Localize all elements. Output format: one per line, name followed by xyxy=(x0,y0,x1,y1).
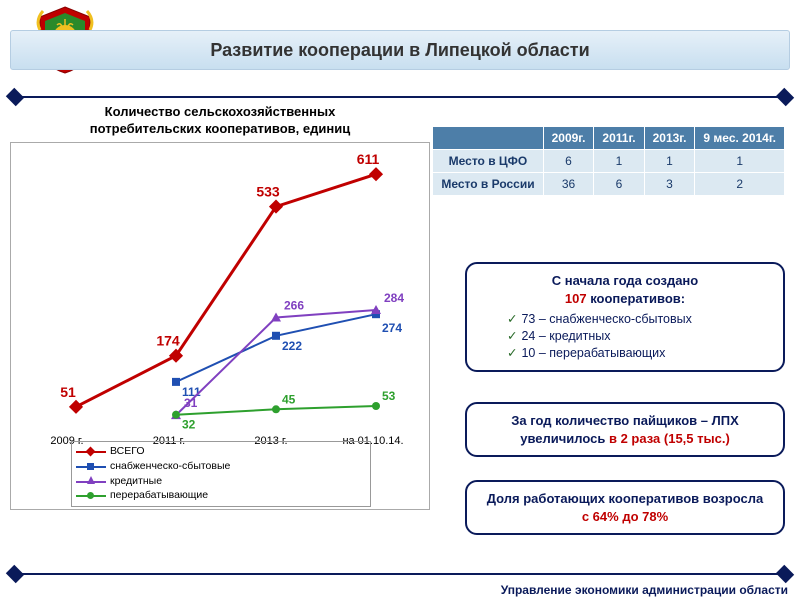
line-chart: 5117453361111122227431266284324553 2009 … xyxy=(10,142,430,510)
info-list: 73 – снабженческо-сбытовых24 – кредитных… xyxy=(477,311,773,362)
chart-legend: ВСЕГОснабженческо-сбытовыекредитныеперер… xyxy=(71,441,371,507)
svg-text:45: 45 xyxy=(282,392,296,406)
svg-text:32: 32 xyxy=(182,418,196,432)
chart-title: Количество сельскохозяйственных потребит… xyxy=(50,104,390,138)
info-text: С начала года создано xyxy=(552,273,698,288)
svg-text:533: 533 xyxy=(256,184,280,200)
svg-text:174: 174 xyxy=(156,333,180,349)
info-highlight: в 2 раза (15,5 тыс.) xyxy=(609,431,730,446)
bottom-divider xyxy=(10,573,790,575)
svg-text:53: 53 xyxy=(382,389,396,403)
info-text: кооперативов: xyxy=(587,291,686,306)
top-divider xyxy=(10,96,790,98)
svg-text:274: 274 xyxy=(382,321,402,335)
info-number: 107 xyxy=(565,291,587,306)
ranking-table: 2009г.2011г.2013г.9 мес. 2014г. Место в … xyxy=(432,126,785,196)
svg-text:284: 284 xyxy=(384,291,404,305)
footer-label: Управление экономики администрации облас… xyxy=(501,583,788,597)
info-box-created: С начала года создано 107 кооперативов: … xyxy=(465,262,785,372)
info-box-shareholders: За год количество пайщиков – ЛПХ увеличи… xyxy=(465,402,785,457)
page-title: Развитие кооперации в Липецкой области xyxy=(210,40,589,61)
info-text: Доля работающих кооперативов возросла xyxy=(487,491,764,506)
header-bar: Развитие кооперации в Липецкой области xyxy=(10,30,790,70)
info-box-share: Доля работающих кооперативов возросла с 6… xyxy=(465,480,785,535)
svg-text:266: 266 xyxy=(284,299,304,313)
svg-text:222: 222 xyxy=(282,339,302,353)
info-highlight: с 64% до 78% xyxy=(582,509,668,524)
svg-text:611: 611 xyxy=(357,151,380,167)
svg-text:31: 31 xyxy=(184,396,198,410)
chart-plot: 5117453361111122227431266284324553 xyxy=(16,148,426,438)
svg-text:51: 51 xyxy=(60,384,76,400)
